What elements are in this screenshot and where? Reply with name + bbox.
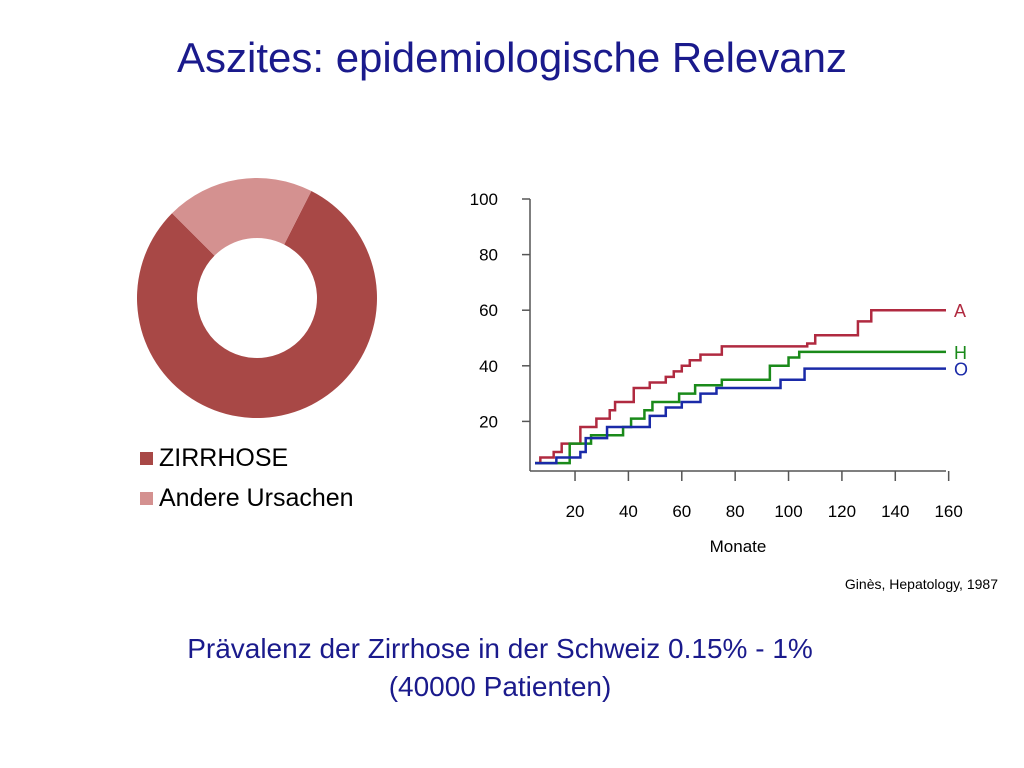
legend-item-andere-ursachen: Andere Ursachen (140, 478, 354, 518)
series-label-a: A (954, 301, 966, 321)
legend-swatch-zirrhose (140, 451, 153, 465)
y-tick-label-100: 100 (470, 190, 498, 209)
footer-line-1: Prävalenz der Zirrhose in der Schweiz 0.… (187, 633, 813, 664)
y-tick-label-20: 20 (479, 412, 498, 431)
citation: Ginès, Hepatology, 1987 (844, 576, 998, 592)
y-tick-label-60: 60 (479, 301, 498, 320)
footer-line-2: (40000 Patienten) (388, 671, 612, 702)
x-tick-label-160: 160 (934, 502, 962, 521)
x-tick-label-80: 80 (726, 502, 745, 521)
donut-slice-andere-ursachen (172, 178, 312, 256)
footer-text: Prävalenz der Zirrhose in der Schweiz 0.… (0, 630, 1000, 706)
x-tick-label-40: 40 (619, 502, 638, 521)
donut-legend: ZIRRHOSE Andere Ursachen (140, 438, 354, 518)
legend-swatch-andere-ursachen (140, 491, 153, 505)
step-line-chart: 20 40 60 80 100 20 40 60 80 100 120 140 160 Monate A HO (470, 190, 968, 556)
y-tick-label-40: 40 (479, 357, 498, 376)
series-line-h (535, 350, 946, 465)
x-tick-label-120: 120 (828, 502, 856, 521)
legend-label-zirrhose: ZIRRHOSE (159, 443, 289, 472)
series-label-o: O (954, 360, 968, 380)
x-tick-label-20: 20 (566, 502, 585, 521)
y-tick-label-80: 80 (479, 246, 498, 265)
x-tick-label-60: 60 (672, 502, 691, 521)
donut-slice-zirrhose (136, 191, 377, 418)
x-tick-label-140: 140 (881, 502, 909, 521)
x-axis-label: Monate (710, 537, 767, 556)
x-tick-label-100: 100 (774, 502, 802, 521)
series-label-h: H (954, 343, 967, 363)
series-line-a (535, 308, 946, 465)
series-line-o (535, 367, 946, 465)
legend-item-zirrhose: ZIRRHOSE (140, 438, 354, 478)
legend-label-andere-ursachen: Andere Ursachen (159, 483, 354, 512)
donut-chart (136, 178, 377, 418)
slide-title: Aszites: epidemiologische Relevanz (176, 34, 847, 81)
